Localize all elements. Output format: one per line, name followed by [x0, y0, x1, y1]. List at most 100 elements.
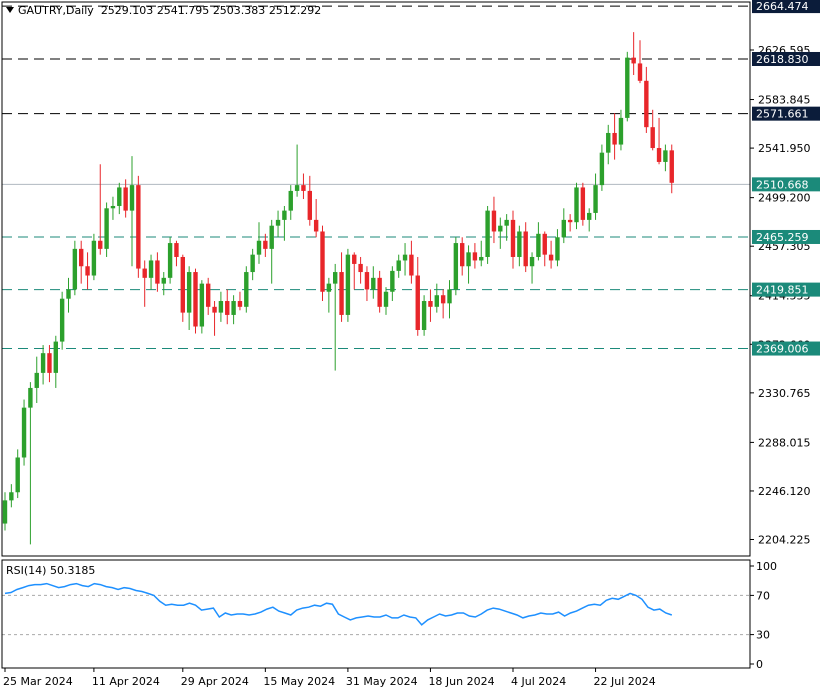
candle-body: [174, 243, 179, 257]
level-label: 2369.006: [756, 343, 809, 356]
candle-body: [79, 248, 84, 267]
candle-body: [352, 254, 357, 264]
rsi-header: RSI(14) 50.3185: [6, 564, 96, 577]
candle-body: [599, 152, 605, 186]
candles: [2, 32, 674, 545]
candle-body: [301, 185, 306, 191]
candle-body: [402, 254, 408, 261]
candle-body: [669, 150, 674, 183]
candle-body: [161, 277, 166, 284]
date-tick-label: 11 Apr 2024: [92, 675, 160, 688]
rsi-tick-label: 0: [756, 658, 763, 671]
candle-body: [428, 301, 433, 307]
candle-body: [415, 275, 420, 330]
candle-body: [294, 185, 300, 191]
candle-body: [333, 272, 338, 284]
rsi-line: [4, 582, 673, 626]
candle-body: [212, 306, 217, 313]
price-tick-label: 2541.950: [758, 142, 811, 155]
candle-body: [606, 132, 611, 153]
candle-body: [206, 283, 211, 307]
date-tick-label: 18 Jun 2024: [428, 675, 494, 688]
candle-body: [269, 225, 274, 249]
date-tick-label: 25 Mar 2024: [3, 675, 73, 688]
candle-body: [498, 225, 503, 232]
candle-body: [28, 387, 33, 408]
date-axis: 25 Mar 2024 11 Apr 2024 29 Apr 2024 15 May …: [3, 668, 656, 688]
candle-body: [66, 289, 71, 299]
open-value: 2529.103: [100, 4, 154, 17]
candle-body: [517, 231, 522, 257]
candle-body: [40, 353, 46, 373]
price-tick-label: 2288.015: [758, 436, 811, 449]
candle-body: [371, 277, 376, 290]
level-label: 2465.259: [756, 231, 809, 244]
candle-body: [225, 301, 230, 315]
candle-body: [91, 240, 97, 276]
candle-body: [523, 231, 528, 267]
candle-body: [504, 219, 509, 226]
candle-body: [155, 260, 160, 284]
candle-body: [421, 301, 427, 330]
candle-body: [542, 233, 547, 255]
candle-body: [466, 252, 471, 267]
candle-body: [656, 148, 662, 162]
candle-body: [574, 187, 579, 223]
level-label-bg: [752, 0, 820, 14]
candle-body: [218, 301, 224, 313]
level-label-bg: [752, 282, 820, 297]
price-tick-label: 2204.225: [758, 534, 811, 547]
date-tick-label: 4 Jul 2024: [511, 675, 566, 688]
candle-body: [123, 187, 128, 211]
level-price-labels: 2664.474 2618.830 2571.661 2510.668 2465.259…: [752, 0, 820, 356]
candle-body: [390, 270, 395, 292]
candle-body: [307, 190, 312, 220]
candle-body: [193, 272, 198, 327]
candle-body: [21, 407, 27, 458]
candle-body: [440, 295, 446, 304]
candle-body: [186, 272, 192, 313]
candle-body: [491, 210, 497, 232]
rsi-pane-frame: [1, 559, 751, 669]
candle-body: [275, 219, 281, 226]
chart-header: GAUTRY,Daily 2529.103 2541.795 2503.383 …: [6, 4, 321, 17]
date-tick-label: 22 Jul 2024: [594, 675, 656, 688]
candle-body: [326, 283, 332, 292]
candle-body: [256, 240, 262, 255]
candle-body: [396, 260, 401, 271]
date-tick-label: 29 Apr 2024: [181, 675, 249, 688]
high-value: 2541.795: [156, 4, 210, 17]
low-value: 2503.383: [212, 4, 266, 17]
candle-body: [339, 272, 344, 315]
level-label-bg: [752, 177, 820, 192]
candle-body: [561, 219, 566, 238]
date-tick-label: 15 May 2024: [263, 675, 335, 688]
collapse-triangle-icon[interactable]: [6, 7, 14, 13]
candle-body: [345, 254, 351, 315]
candle-body: [117, 187, 122, 206]
candle-body: [72, 248, 78, 290]
candle-body: [580, 187, 586, 220]
candle-body: [587, 212, 592, 220]
candle-body: [364, 272, 370, 290]
candle-body: [129, 185, 135, 211]
rsi-tick-label: 30: [756, 629, 770, 642]
candle-body: [313, 219, 319, 232]
candle-body: [199, 283, 205, 327]
candle-body: [377, 277, 382, 307]
candle-body: [148, 260, 154, 278]
candle-body: [167, 243, 173, 278]
candle-body: [15, 457, 20, 493]
candle-body: [409, 254, 414, 276]
candle-body: [618, 117, 624, 145]
candle-body: [453, 243, 459, 290]
rsi-tick-label: 70: [756, 589, 770, 602]
candle-body: [644, 80, 649, 128]
candle-body: [663, 150, 668, 162]
symbol-label: GAUTRY,Daily: [18, 4, 94, 17]
candle-body: [47, 353, 52, 373]
rsi-tick-label: 100: [756, 560, 777, 573]
candle-body: [447, 289, 452, 304]
candle-body: [472, 252, 478, 261]
